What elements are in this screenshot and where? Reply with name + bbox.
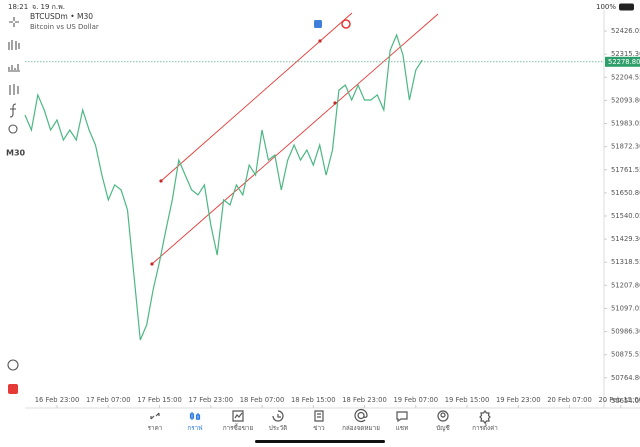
battery-icon (619, 3, 634, 11)
y-tick-label: 50654.05 (611, 397, 640, 405)
price-line (24, 33, 423, 341)
y-tick-label: 52315.30 (611, 50, 640, 58)
trend-line[interactable] (151, 13, 439, 265)
nav-label[interactable]: ข่าว (313, 425, 325, 432)
speed-icon[interactable] (7, 359, 19, 371)
y-tick-label: 51650.80 (611, 189, 640, 197)
y-tick-label: 51318.55 (611, 258, 640, 266)
x-tick-label: 16 Feb 23:00 (35, 396, 80, 404)
anchor[interactable] (333, 101, 337, 105)
current-price-label: 52278.80 (608, 58, 640, 66)
crosshair-icon[interactable] (9, 17, 19, 27)
nav-label[interactable]: บัญชี (436, 424, 450, 432)
x-tick-label: 18 Feb 07:00 (240, 396, 285, 404)
timeframe[interactable]: M30 (6, 149, 26, 158)
y-tick-label: 50764.80 (611, 374, 640, 382)
trade-icon[interactable] (8, 384, 18, 394)
x-tick-label: 18 Feb 23:00 (342, 396, 387, 404)
y-tick-label: 51540.05 (611, 212, 640, 220)
nav-label[interactable]: ราคา (148, 425, 163, 432)
home-indicator (255, 440, 385, 443)
x-tick-label: 19 Feb 15:00 (445, 396, 490, 404)
nav-icon[interactable] (232, 410, 244, 422)
function-icon[interactable] (9, 103, 17, 118)
nav-icon[interactable] (479, 410, 491, 424)
current-price-box (605, 56, 640, 67)
nav-label[interactable]: กราฟ (187, 425, 202, 432)
nav-label[interactable]: ประวัติ (269, 424, 287, 432)
y-tick-label: 50875.55 (611, 351, 640, 359)
y-tick-label: 52204.55 (611, 73, 640, 81)
chart-title: BTCUSDm • M30 (30, 12, 93, 21)
status-battery: 100% (596, 3, 616, 11)
y-tick-label: 51207.80 (611, 281, 640, 289)
shapes-icon[interactable] (8, 124, 18, 134)
event-icon[interactable] (314, 20, 322, 28)
nav-icon[interactable] (314, 410, 324, 422)
x-tick-label: 19 Feb 23:00 (496, 396, 541, 404)
chart-subtitle: Bitcoin vs US Dollar (30, 23, 99, 31)
nav-icon[interactable] (437, 410, 449, 422)
nav-label[interactable]: การซื้อขาย (223, 423, 254, 432)
trend-lines[interactable] (150, 12, 439, 266)
y-tick-label: 50986.30 (611, 328, 640, 336)
anchor[interactable] (318, 39, 322, 43)
anchor[interactable] (159, 179, 163, 183)
indicator-icon[interactable] (8, 40, 20, 50)
y-tick-label: 51983.05 (611, 120, 640, 128)
x-tick-label: 20 Feb 15:00 (598, 396, 640, 404)
event-icon[interactable] (341, 19, 351, 29)
status-time: 18:21 (8, 3, 28, 11)
nav-label[interactable]: แชท (396, 425, 408, 432)
nav-label[interactable]: กล่องจดหมาย (342, 425, 380, 432)
y-tick-label: 52093.80 (611, 96, 640, 104)
chart-type-icon[interactable] (8, 64, 20, 72)
x-tick-label: 20 Feb 07:00 (547, 396, 592, 404)
nav-icon[interactable] (272, 410, 284, 422)
x-tick-label: 18 Feb 15:00 (291, 396, 336, 404)
nav-icon[interactable] (189, 412, 201, 420)
x-tick-label: 19 Feb 07:00 (393, 396, 438, 404)
x-tick-label: 17 Feb 23:00 (188, 396, 233, 404)
objects-icon[interactable] (9, 84, 19, 95)
nav-icon[interactable] (354, 408, 368, 423)
y-tick-label: 51097.05 (611, 304, 640, 312)
y-tick-label: 52426.05 (611, 27, 640, 35)
nav-label[interactable]: การตั้งค่า (472, 423, 498, 432)
status-date: จ. 19 ก.พ. (32, 3, 65, 11)
nav-icon[interactable] (150, 412, 160, 420)
y-tick-label: 51761.55 (611, 166, 640, 174)
nav-icon[interactable] (396, 411, 408, 423)
anchor[interactable] (150, 262, 154, 266)
y-tick-label: 51872.30 (611, 143, 640, 151)
x-tick-label: 17 Feb 07:00 (86, 396, 131, 404)
x-tick-label: 17 Feb 15:00 (137, 396, 182, 404)
nav-icons: ราคา กราฟ การซื้อขาย ประวัติ ข่าว กล่องจดหมาย… (148, 408, 498, 432)
y-tick-label: 51429.30 (611, 235, 640, 243)
toolbar[interactable]: M30 (6, 17, 26, 394)
